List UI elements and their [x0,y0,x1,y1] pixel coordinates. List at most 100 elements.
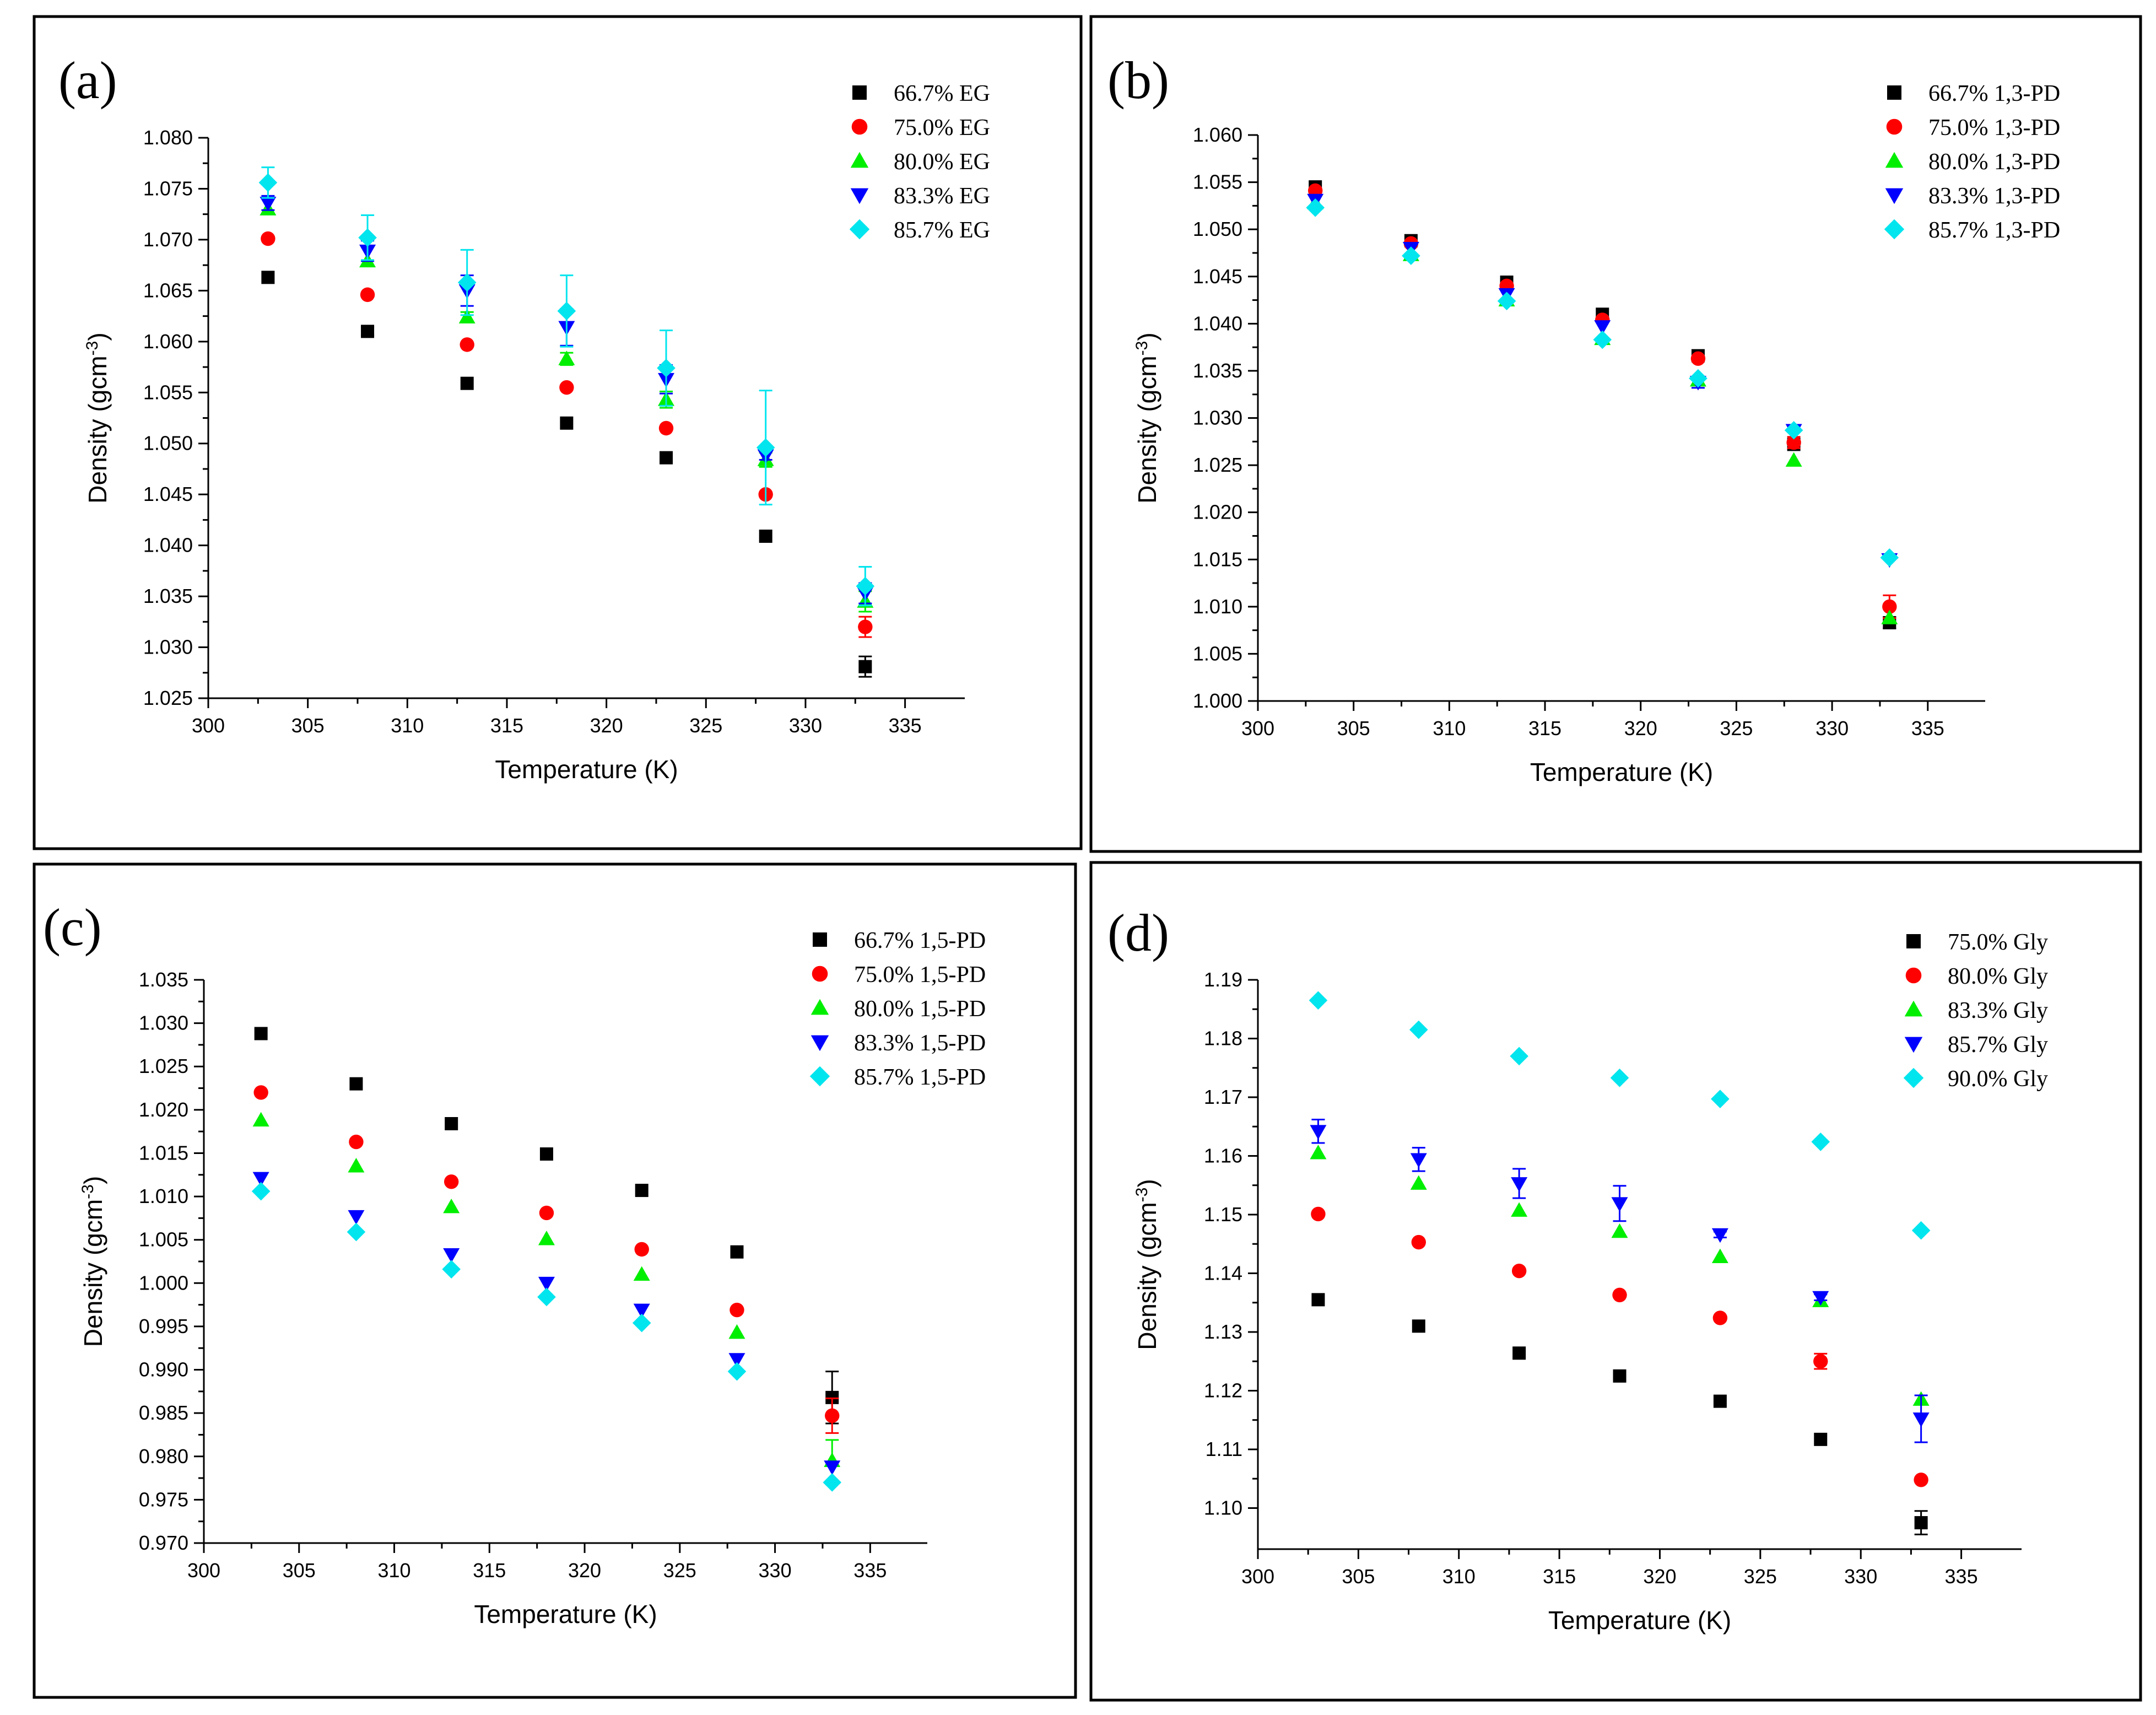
data-point [1611,1223,1628,1238]
panel-label: (b) [1107,51,1169,110]
y-tick-label: 1.10 [1204,1496,1242,1519]
data-point [361,325,375,338]
x-tick-label: 305 [291,714,325,737]
series-1 [253,1085,840,1434]
data-point [1306,198,1325,217]
data-point [1613,1369,1627,1383]
y-tick-label: 1.19 [1204,968,1242,991]
y-tick-label: 1.005 [139,1228,188,1251]
panel-label: (c) [43,898,102,957]
x-tick-label: 300 [1241,1565,1274,1588]
panels: 300 305 310 315 320 325 330 335 1.025 1.030 1.035 1… [33,15,2142,1702]
y-axis-title-end: ) [1133,332,1161,341]
panel-label: (d) [1107,903,1169,962]
y-tick-label: 0.970 [139,1531,188,1554]
data-point [251,1182,271,1201]
data-point [442,1260,461,1279]
data-point [1811,1132,1830,1151]
x-tick-label: 310 [1442,1565,1476,1588]
x-tick-label: 300 [192,714,225,737]
data-point [1712,1310,1728,1325]
data-point [252,1172,269,1187]
panel-label: (a) [58,51,117,110]
legend-label: 85.7% EG [894,218,990,243]
chart-panel-d: 300 305 310 315 320 325 330 335 1.10 1.11 1.12 1.13… [1089,861,2142,1702]
y-tick-label: 1.020 [139,1098,188,1121]
data-point [444,1174,459,1189]
data-point [358,228,377,247]
x-axis-title: Temperature (K) [1548,1606,1731,1635]
y-tick-label: 1.015 [1193,548,1242,570]
y-tick-label: 1.025 [143,687,193,709]
data-point [730,1245,744,1259]
y-tick-label: 1.070 [143,228,193,251]
legend-label: 75.0% 1,5-PD [854,962,986,988]
legend-label: 75.0% EG [894,115,990,141]
x-tick-label: 330 [1844,1565,1877,1588]
x-tick-label: 335 [889,714,922,737]
x-tick-label: 315 [1543,1565,1576,1588]
data-point [1711,1090,1730,1108]
x-tick-label: 330 [789,714,822,737]
y-tick-label: 1.025 [139,1055,188,1077]
legend-marker [1886,118,1903,135]
data-point [1593,330,1612,349]
data-point [1912,1412,1930,1427]
y-tick-label: 0.990 [139,1358,188,1381]
y-tick-label: 1.040 [1193,312,1242,335]
panel-frame [1089,15,2142,853]
y-axis-title-end: ) [1133,1179,1161,1187]
legend: 66.7% EG 75.0% EG 80.0% EG 83.3% EG 85.7% EG [849,81,990,243]
data-point [348,1210,365,1225]
data-point [261,271,275,284]
data-point [443,1248,460,1263]
x-tick-label: 300 [187,1559,220,1582]
legend-label: 85.7% Gly [1948,1032,2048,1058]
x-tick-label: 315 [1528,717,1561,740]
y-axis-title-end: ) [83,332,112,341]
y-tick-label: 1.055 [143,381,193,403]
data-point [1511,1264,1527,1279]
x-tick-label: 310 [377,1559,410,1582]
data-point [1594,320,1611,335]
data-point [254,1027,268,1040]
data-point [632,1313,651,1333]
legend-label: 83.3% EG [894,184,990,209]
y-tick-label: 1.035 [143,585,193,607]
data-point [856,576,875,596]
legend-label: 85.7% 1,5-PD [854,1065,986,1090]
data-point [1812,1291,1829,1306]
y-axis-title-text: Density (gcm [1133,1202,1161,1350]
data-point [1880,548,1899,567]
data-point [539,1205,554,1221]
legend-label: 85.7% 1,3-PD [1928,218,2060,243]
data-point [539,1147,553,1161]
y-tick-label: 0.995 [139,1315,188,1338]
data-point [558,350,575,365]
x-tick-label: 320 [590,714,623,737]
legend-label: 83.3% 1,5-PD [854,1031,986,1056]
data-point [756,438,775,457]
x-axis-title: Temperature (K) [474,1600,657,1628]
y-axis-title: Density (gcm-3) [79,1176,107,1347]
data-point [349,1077,363,1091]
data-point [537,1287,556,1307]
legend-marker [813,932,827,947]
y-axis-title-superscript: -3 [83,341,101,356]
y-axis-title-superscript: -3 [1133,341,1151,356]
y-axis-title-text: Density (gcm [1133,355,1161,503]
series-2 [1310,1145,1930,1406]
panel-frame [33,15,1083,850]
series-3 [252,1172,841,1475]
legend-marker [812,966,828,982]
x-tick-label: 335 [1911,717,1944,740]
series-0 [254,1027,839,1425]
data-point [1309,991,1328,1010]
data-point [858,619,873,634]
series-0 [261,271,872,678]
x-tick-label: 330 [759,1559,792,1582]
data-point [1611,1197,1628,1212]
series-4 [258,166,875,607]
legend-marker [810,999,829,1015]
